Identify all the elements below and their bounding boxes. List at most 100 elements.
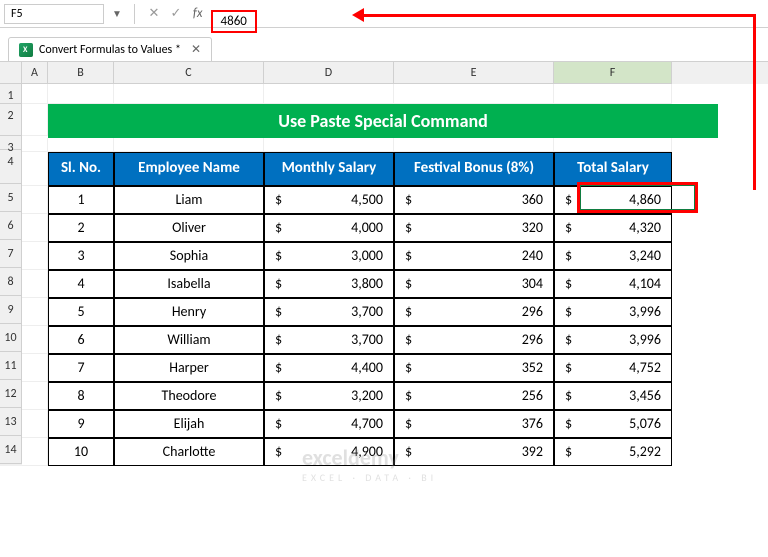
cell-salary[interactable]: $4,500: [264, 186, 394, 214]
cell-total[interactable]: $3,996: [554, 298, 672, 326]
cell-bonus[interactable]: $360: [394, 186, 554, 214]
fx-icon[interactable]: fx: [193, 6, 203, 21]
cell-name[interactable]: Oliver: [114, 214, 264, 242]
row-header[interactable]: 3: [0, 136, 22, 150]
cell-bonus[interactable]: $296: [394, 298, 554, 326]
title-cell: Use Paste Special Command: [48, 104, 718, 138]
table-row: 10Charlotte$4,900$392$5,292: [22, 438, 768, 466]
cell-total[interactable]: $5,076: [554, 410, 672, 438]
cell-total[interactable]: $4,752: [554, 354, 672, 382]
row-header[interactable]: 6: [0, 212, 22, 240]
table-row: 9Elijah$4,700$376$5,076: [22, 410, 768, 438]
row-header[interactable]: 14: [0, 436, 22, 464]
cell-bonus[interactable]: $320: [394, 214, 554, 242]
table-row: 5Henry$3,700$296$3,996: [22, 298, 768, 326]
formula-value-highlight: 4860: [211, 10, 257, 33]
col-header-f[interactable]: F: [554, 62, 672, 84]
header-sal: Monthly Salary: [264, 152, 394, 186]
header-total: Total Salary: [554, 152, 672, 186]
cell-bonus[interactable]: $392: [394, 438, 554, 466]
cell-sl[interactable]: 3: [48, 242, 114, 270]
cell-sl[interactable]: 1: [48, 186, 114, 214]
row-header[interactable]: 7: [0, 240, 22, 268]
cell-bonus[interactable]: $240: [394, 242, 554, 270]
cell-total[interactable]: $3,240: [554, 242, 672, 270]
cell-bonus[interactable]: $304: [394, 270, 554, 298]
cell-salary[interactable]: $3,200: [264, 382, 394, 410]
header-bonus: Festival Bonus (8%): [394, 152, 554, 186]
cell-salary[interactable]: $3,000: [264, 242, 394, 270]
col-header-a[interactable]: A: [22, 62, 48, 84]
row-header[interactable]: 4: [0, 150, 22, 184]
cell-name[interactable]: Harper: [114, 354, 264, 382]
row-header[interactable]: 9: [0, 296, 22, 324]
name-box[interactable]: F5: [4, 4, 104, 24]
cell-sl[interactable]: 10: [48, 438, 114, 466]
cell-total[interactable]: $3,456: [554, 382, 672, 410]
header-sl: Sl. No.: [48, 152, 114, 186]
close-icon[interactable]: ✕: [191, 42, 201, 57]
name-box-dropdown-icon[interactable]: ▼: [108, 7, 126, 20]
row-header[interactable]: 13: [0, 408, 22, 436]
cell-name[interactable]: Elijah: [114, 410, 264, 438]
cancel-icon[interactable]: ✕: [143, 6, 165, 21]
cell-bonus[interactable]: $296: [394, 326, 554, 354]
cell-total[interactable]: $3,996: [554, 326, 672, 354]
cell-sl[interactable]: 8: [48, 382, 114, 410]
col-header-d[interactable]: D: [264, 62, 394, 84]
cell-sl[interactable]: 6: [48, 326, 114, 354]
row-header[interactable]: 5: [0, 184, 22, 212]
row-header[interactable]: 8: [0, 268, 22, 296]
divider: [134, 4, 135, 24]
table-row: 1Liam$4,500$360$4,860: [22, 186, 768, 214]
cell-name[interactable]: Theodore: [114, 382, 264, 410]
row-header[interactable]: 10: [0, 324, 22, 352]
cell-name[interactable]: Isabella: [114, 270, 264, 298]
cell-name[interactable]: Sophia: [114, 242, 264, 270]
cell-salary[interactable]: $3,700: [264, 298, 394, 326]
row-header[interactable]: 2: [0, 104, 22, 136]
enter-icon[interactable]: ✓: [165, 6, 187, 21]
table-row: 3Sophia$3,000$240$3,240: [22, 242, 768, 270]
cell-sl[interactable]: 2: [48, 214, 114, 242]
cell-bonus[interactable]: $376: [394, 410, 554, 438]
col-header-c[interactable]: C: [114, 62, 264, 84]
header-emp: Employee Name: [114, 152, 264, 186]
row-headers: 1 2 3 4 5 6 7 8 9 10 11 12 13 14: [0, 84, 22, 466]
cell-total[interactable]: $4,320: [554, 214, 672, 242]
cell-total[interactable]: $5,292: [554, 438, 672, 466]
cell-total[interactable]: $4,860: [554, 186, 672, 214]
cell-sl[interactable]: 9: [48, 410, 114, 438]
row-header[interactable]: 11: [0, 352, 22, 380]
cell-sl[interactable]: 4: [48, 270, 114, 298]
cell-name[interactable]: Henry: [114, 298, 264, 326]
cell-name[interactable]: William: [114, 326, 264, 354]
row-header[interactable]: 1: [0, 84, 22, 104]
watermark-subtext: EXCEL · DATA · BI: [302, 471, 437, 484]
sheet-content[interactable]: Use Paste Special Command Sl. No. Employ…: [22, 84, 768, 466]
cell-bonus[interactable]: $256: [394, 382, 554, 410]
col-header-b[interactable]: B: [48, 62, 114, 84]
table-row: 8Theodore$3,200$256$3,456: [22, 382, 768, 410]
table-row: 7Harper$4,400$352$4,752: [22, 354, 768, 382]
arrow-line-v: [753, 14, 756, 190]
col-header-e[interactable]: E: [394, 62, 554, 84]
cell-bonus[interactable]: $352: [394, 354, 554, 382]
cell-name[interactable]: Charlotte: [114, 438, 264, 466]
cell-sl[interactable]: 7: [48, 354, 114, 382]
workbook-tab[interactable]: Convert Formulas to Values * ✕: [8, 37, 212, 61]
excel-file-icon: [19, 43, 33, 57]
row-header[interactable]: 12: [0, 380, 22, 408]
cell-name[interactable]: Liam: [114, 186, 264, 214]
cell-salary[interactable]: $4,900: [264, 438, 394, 466]
cell-salary[interactable]: $4,000: [264, 214, 394, 242]
tab-label: Convert Formulas to Values *: [39, 43, 181, 57]
select-all-corner[interactable]: [0, 62, 22, 84]
cell-salary[interactable]: $4,700: [264, 410, 394, 438]
cell-sl[interactable]: 5: [48, 298, 114, 326]
cell-total[interactable]: $4,104: [554, 270, 672, 298]
table-row: 6William$3,700$296$3,996: [22, 326, 768, 354]
cell-salary[interactable]: $4,400: [264, 354, 394, 382]
cell-salary[interactable]: $3,700: [264, 326, 394, 354]
cell-salary[interactable]: $3,800: [264, 270, 394, 298]
